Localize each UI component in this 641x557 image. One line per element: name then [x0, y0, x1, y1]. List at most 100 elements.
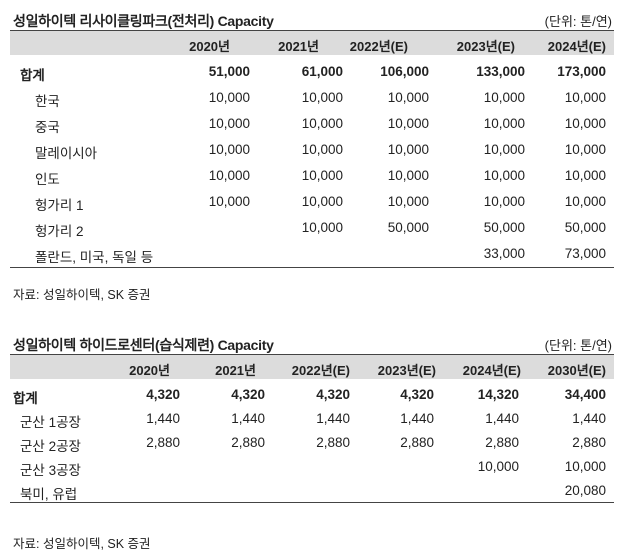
column-header: 2024년(E)	[547, 39, 606, 54]
cell: 10,000	[564, 142, 606, 157]
column-header: 2023년(E)	[456, 39, 515, 54]
table-row: 군산 2공장 2,880 2,880 2,880 2,880 2,880 2,8…	[10, 430, 614, 454]
cell: 10,000	[301, 220, 343, 235]
cell: 10,000	[208, 90, 250, 105]
table-title: 성일하이텍 리사이클링파크(전처리) Capacity	[13, 13, 274, 29]
cell: 10,000	[301, 168, 343, 183]
cell: 2,880	[572, 435, 606, 450]
cell: 106,000	[380, 64, 429, 79]
table-row: 말레이시아 10,000 10,000 10,000 10,000 10,000	[10, 137, 614, 163]
unit-label: (단위: 톤/연)	[544, 14, 612, 29]
cell: 73,000	[564, 246, 606, 261]
cell: 10,000	[564, 90, 606, 105]
cell: 10,000	[301, 142, 343, 157]
cell: 10,000	[483, 116, 525, 131]
cell: 51,000	[208, 64, 250, 79]
table-row: 인도 10,000 10,000 10,000 10,000 10,000	[10, 163, 614, 189]
column-header: 2024년(E)	[462, 363, 521, 378]
cell: 10,000	[483, 168, 525, 183]
column-header: 2020년	[129, 363, 170, 378]
row-label: 북미, 유럽	[20, 487, 78, 502]
row-label: 인도	[35, 172, 60, 187]
table-row: 폴란드, 미국, 독일 등 33,000 73,000	[10, 241, 614, 268]
cell: 10,000	[564, 168, 606, 183]
cell: 10,000	[387, 168, 429, 183]
source-note: 자료: 성일하이텍, SK 증권	[13, 537, 151, 551]
cell: 2,880	[485, 435, 519, 450]
row-label: 말레이시아	[35, 146, 98, 161]
cell: 20,080	[564, 483, 606, 498]
cell: 133,000	[476, 64, 525, 79]
cell: 1,440	[485, 411, 519, 426]
column-header: 2022년(E)	[349, 39, 408, 54]
cell: 2,880	[400, 435, 434, 450]
cell: 1,440	[231, 411, 265, 426]
column-header: 2021년	[215, 363, 256, 378]
cell: 1,440	[572, 411, 606, 426]
cell: 10,000	[387, 116, 429, 131]
table-row: 합계 4,320 4,320 4,320 4,320 14,320 34,400	[10, 382, 614, 406]
cell: 4,320	[146, 387, 180, 402]
cell: 10,000	[387, 194, 429, 209]
cell: 2,880	[231, 435, 265, 450]
table-row: 북미, 유럽 20,080	[10, 478, 614, 503]
cell: 1,440	[316, 411, 350, 426]
cell: 10,000	[387, 90, 429, 105]
table-row: 헝가리 1 10,000 10,000 10,000 10,000 10,000	[10, 189, 614, 215]
row-label: 합계	[13, 391, 38, 406]
cell: 10,000	[477, 459, 519, 474]
row-label: 헝가리 2	[35, 224, 84, 239]
cell: 33,000	[483, 246, 525, 261]
cell: 50,000	[387, 220, 429, 235]
cell: 1,440	[400, 411, 434, 426]
row-label: 군산 3공장	[20, 463, 81, 478]
column-header: 2023년(E)	[377, 363, 436, 378]
cell: 10,000	[208, 168, 250, 183]
table-row: 헝가리 2 10,000 50,000 50,000 50,000	[10, 215, 614, 241]
table-row: 한국 10,000 10,000 10,000 10,000 10,000	[10, 85, 614, 111]
cell: 14,320	[477, 387, 519, 402]
cell: 10,000	[208, 116, 250, 131]
column-header: 2022년(E)	[291, 363, 350, 378]
cell: 10,000	[483, 90, 525, 105]
capacity-table-recycling: 성일하이텍 리사이클링파크(전처리) Capacity (단위: 톤/연) 20…	[10, 6, 614, 268]
cell: 10,000	[564, 459, 606, 474]
column-header: 2020년	[189, 39, 230, 54]
table-title: 성일하이텍 하이드로센터(습식제련) Capacity	[13, 337, 274, 353]
cell: 173,000	[557, 64, 606, 79]
cell: 61,000	[301, 64, 343, 79]
cell: 10,000	[301, 116, 343, 131]
cell: 1,440	[146, 411, 180, 426]
capacity-table-hydro: 성일하이텍 하이드로센터(습식제련) Capacity (단위: 톤/연) 20…	[10, 330, 614, 503]
row-label: 합계	[20, 68, 45, 83]
column-header: 2021년	[278, 39, 319, 54]
table-header-row: 2020년 2021년 2022년(E) 2023년(E) 2024년(E) 2…	[10, 354, 614, 379]
cell: 4,320	[231, 387, 265, 402]
row-label: 중국	[35, 120, 60, 135]
table-header-row: 2020년 2021년 2022년(E) 2023년(E) 2024년(E)	[10, 30, 614, 55]
cell: 10,000	[483, 142, 525, 157]
cell: 2,880	[316, 435, 350, 450]
cell: 10,000	[301, 90, 343, 105]
cell: 10,000	[301, 194, 343, 209]
cell: 10,000	[387, 142, 429, 157]
column-header: 2030년(E)	[547, 363, 606, 378]
cell: 50,000	[564, 220, 606, 235]
unit-label: (단위: 톤/연)	[544, 338, 612, 353]
cell: 10,000	[483, 194, 525, 209]
row-label: 군산 1공장	[20, 415, 81, 430]
row-label: 폴란드, 미국, 독일 등	[35, 250, 154, 265]
cell: 34,400	[564, 387, 606, 402]
table-title-row: 성일하이텍 하이드로센터(습식제련) Capacity (단위: 톤/연)	[10, 330, 614, 354]
cell: 4,320	[316, 387, 350, 402]
cell: 10,000	[564, 194, 606, 209]
cell: 10,000	[564, 116, 606, 131]
row-label: 헝가리 1	[35, 198, 84, 213]
cell: 10,000	[208, 142, 250, 157]
row-label: 군산 2공장	[20, 439, 81, 454]
cell: 10,000	[208, 194, 250, 209]
row-label: 한국	[35, 94, 60, 109]
table-row: 군산 1공장 1,440 1,440 1,440 1,440 1,440 1,4…	[10, 406, 614, 430]
cell: 50,000	[483, 220, 525, 235]
table-row: 합계 51,000 61,000 106,000 133,000 173,000	[10, 59, 614, 85]
